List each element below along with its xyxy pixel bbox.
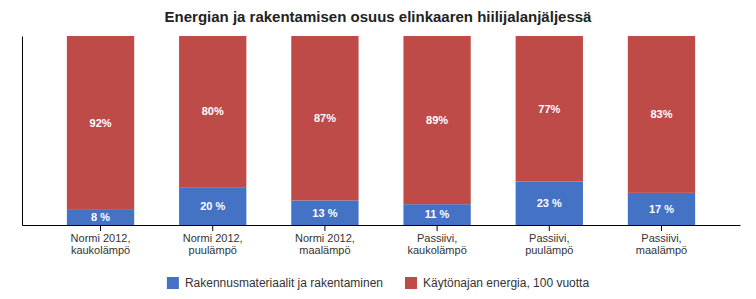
bar	[516, 36, 583, 182]
x-tick-mark	[437, 225, 438, 231]
title: Energian ja rakentamisen osuus elinkaare…	[165, 8, 593, 25]
bar	[291, 200, 358, 225]
x-tick-label: Passiivi,maalämpö	[636, 232, 687, 257]
data-label: 89%	[426, 114, 448, 126]
legend-label: Rakennusmateriaalit ja rakentaminen	[185, 276, 383, 290]
x-tick-mark	[100, 225, 101, 231]
data-label: 80%	[202, 105, 224, 117]
bar	[628, 36, 695, 193]
x-tick-label-line: Normi 2012,	[295, 232, 355, 244]
bar	[179, 36, 246, 187]
data-label: 13 %	[312, 207, 337, 219]
x-tick-label: Normi 2012,maalämpö	[295, 232, 355, 257]
bar	[291, 36, 358, 200]
x-tick-mark	[661, 225, 662, 231]
bar	[516, 182, 583, 225]
x-tick-label-line: puulämpö	[189, 244, 237, 256]
bars	[67, 36, 695, 225]
x-tick-mark	[212, 225, 213, 231]
x-tick-label-line: Passiivi,	[529, 232, 569, 244]
plot: 8 % 20 % 13 % 11 % 23 % 17 % 92% 80% 87% 89% 77% 83…	[23, 36, 741, 256]
bar	[403, 204, 470, 225]
x-tick-mark	[549, 225, 550, 231]
x-tick-label-line: maalämpö	[299, 244, 350, 256]
x-tick-label-line: kaukolämpö	[71, 244, 130, 256]
data-label: 83%	[650, 108, 672, 120]
x-tick-label-line: maalämpö	[636, 244, 687, 256]
x-tick-label-line: puulämpö	[525, 244, 573, 256]
x-tick-label: Passiivi,kaukolämpö	[407, 232, 466, 257]
x-tick-label-line: Normi 2012,	[183, 232, 243, 244]
data-label: 11 %	[425, 208, 450, 220]
bar	[403, 36, 470, 204]
bar	[67, 210, 134, 225]
data-label: 20 %	[200, 200, 225, 212]
data-label: 8 %	[91, 211, 110, 223]
bar	[179, 187, 246, 225]
x-tick-label: Normi 2012,kaukolämpö	[71, 232, 131, 257]
x-tick: Normi 2012,puulämpö	[183, 225, 243, 256]
data-label: 92%	[90, 117, 112, 129]
x-tick-label: Normi 2012,puulämpö	[183, 232, 243, 257]
x-tick: Passiivi,kaukolämpö	[407, 225, 466, 256]
bar	[628, 193, 695, 225]
x-tick-mark	[324, 225, 325, 231]
x-axis: Normi 2012,kaukolämpöNormi 2012,puulämpö…	[23, 225, 741, 256]
x-tick: Passiivi,maalämpö	[636, 225, 687, 256]
bar	[67, 36, 134, 210]
data-label: 17 %	[649, 203, 674, 215]
legend-item: Rakennusmateriaalit ja rakentaminen	[167, 276, 383, 290]
x-tick-label-line: Passiivi,	[641, 232, 681, 244]
series	[67, 182, 695, 225]
x-tick-label: Passiivi,puulämpö	[525, 232, 573, 257]
x-tick-label-line: Passiivi,	[417, 232, 457, 244]
x-axis-line	[23, 225, 741, 226]
x-tick: Passiivi,puulämpö	[525, 225, 573, 256]
legend: Rakennusmateriaalit ja rakentaminen Käytö…	[167, 276, 590, 290]
x-tick-label-line: kaukolämpö	[407, 244, 466, 256]
data-labels: 8 % 20 % 13 % 11 % 23 % 17 % 92% 80% 87% 89% 77% 83…	[90, 103, 675, 224]
data-label: 87%	[314, 112, 336, 124]
series	[67, 36, 695, 210]
y-axis-line	[22, 37, 23, 226]
data-label: 77%	[538, 103, 560, 115]
data-label: 23 %	[537, 197, 562, 209]
x-tick: Normi 2012,kaukolämpö	[71, 225, 131, 256]
legend-swatch	[167, 277, 179, 289]
x-tick-label-line: Normi 2012,	[71, 232, 131, 244]
y-axis	[22, 37, 23, 226]
legend-label: Käytönajan energia, 100 vuotta	[423, 276, 589, 290]
legend-swatch	[405, 277, 417, 289]
x-tick: Normi 2012,maalämpö	[295, 225, 355, 256]
legend-item: Käytönajan energia, 100 vuotta	[405, 276, 589, 290]
chart: Energian ja rakentamisen osuus elinkaare…	[0, 0, 756, 299]
